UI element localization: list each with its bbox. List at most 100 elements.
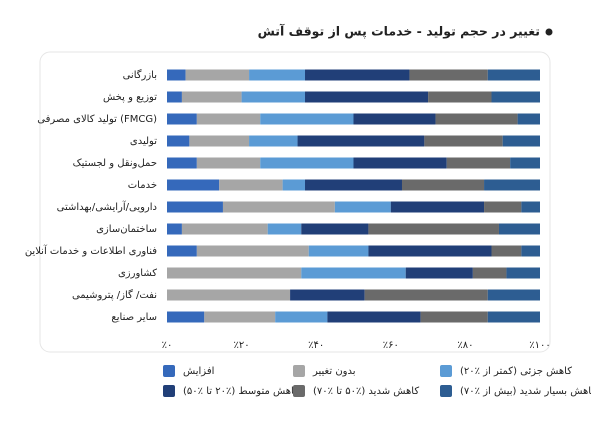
bar-segment	[502, 135, 540, 147]
bar-segment	[196, 245, 309, 257]
y-tick-label: سایر صنایع	[111, 312, 157, 323]
bar-segment	[189, 135, 250, 147]
bar-segment	[472, 267, 507, 279]
x-tick-label: ٪۱۰۰	[529, 340, 550, 351]
bar-segment	[428, 91, 492, 103]
bar-segment	[368, 223, 499, 235]
y-tick-label: کشاورزی	[118, 268, 157, 279]
title-bullet	[545, 28, 553, 36]
y-tick-label: توزیع و پخش	[103, 92, 157, 103]
bar-segment	[487, 311, 540, 323]
y-tick-label: نفت/ گاز/ پتروشیمی	[72, 289, 157, 301]
bar-segment	[167, 201, 223, 213]
legend-swatch	[293, 385, 305, 397]
bar-segment	[506, 267, 540, 279]
bar-segment	[484, 201, 522, 213]
bar-segment	[185, 69, 250, 81]
legend-label: کاهش جزئی (کمتر از ٪۲۰)	[460, 366, 572, 377]
y-tick-label: دارویی/آرایشی/بهداشتی	[57, 200, 157, 213]
bar-segment	[401, 179, 485, 191]
bar-segment	[167, 91, 182, 103]
legend-swatch	[163, 365, 175, 377]
legend-swatch	[293, 365, 305, 377]
bar-segment	[420, 311, 488, 323]
bar-segment	[364, 289, 488, 301]
y-tick-label: بازرگانی	[123, 69, 157, 81]
bar-segment	[305, 69, 410, 81]
bar-segment	[334, 201, 391, 213]
legend-label: بدون تغییر	[312, 366, 356, 377]
bar-segment	[167, 245, 197, 257]
bar-segment	[484, 179, 540, 191]
bar-segment	[491, 245, 522, 257]
legend-swatch	[440, 385, 452, 397]
bar-segment	[219, 179, 283, 191]
bar-segment	[446, 157, 511, 169]
bar-segment	[167, 311, 205, 323]
bar-segment	[282, 179, 306, 191]
bar-segment	[167, 69, 186, 81]
bar-segment	[167, 223, 182, 235]
y-tick-label: تولید کالای مصرفی (FMCG)	[37, 114, 157, 125]
legend-label: کاهش شدید (٪۵۰ تا ٪۷۰)	[313, 386, 419, 397]
y-tick-label: حمل‌ونقل و لجستیک	[73, 158, 157, 169]
x-tick-label: ٪۶۰	[383, 340, 399, 351]
x-tick-label: ٪۸۰	[457, 340, 473, 351]
bar-segment	[517, 113, 540, 125]
bar-segment	[327, 311, 421, 323]
bar-segment	[249, 135, 298, 147]
bar-segment	[181, 91, 242, 103]
bar-segment	[290, 289, 365, 301]
bar-segment	[167, 113, 197, 125]
bar-segment	[167, 267, 302, 279]
bar-segment	[196, 113, 261, 125]
bar-segment	[167, 135, 190, 147]
legend-label: کاهش بسیار شدید (بیش از ٪۷۰)	[460, 386, 591, 397]
y-tick-label: فناوری اطلاعات و خدمات آنلاین	[25, 244, 157, 257]
bar-segment	[353, 157, 447, 169]
bar-segment	[409, 69, 488, 81]
bar-segment	[368, 245, 492, 257]
bar-segment	[301, 223, 369, 235]
bar-segment	[487, 69, 540, 81]
plot-frame	[39, 51, 551, 353]
bar-segment	[305, 91, 429, 103]
legend-swatch	[440, 365, 452, 377]
x-tick-label: ٪۴۰	[308, 340, 324, 351]
bar-segment	[521, 245, 540, 257]
y-tick-label: خدمات	[128, 180, 157, 191]
bar-segment	[301, 267, 406, 279]
y-tick-label: ساختمان‌سازی	[96, 224, 157, 235]
bar-segment	[510, 157, 540, 169]
bar-segment	[487, 289, 540, 301]
bar-segment	[405, 267, 473, 279]
bar-segment	[181, 223, 268, 235]
bar-segment	[249, 69, 306, 81]
bar-segment	[390, 201, 485, 213]
bar-segment	[204, 311, 276, 323]
bar-segment	[435, 113, 518, 125]
bar-segment	[167, 179, 220, 191]
bar-segment	[167, 289, 291, 301]
bar-segment	[305, 179, 402, 191]
x-tick-label: ٪۲۰	[234, 340, 250, 351]
bar-segment	[498, 223, 540, 235]
bar-segment	[491, 91, 540, 103]
bar-segment	[260, 113, 354, 125]
bar-segment	[275, 311, 328, 323]
bar-segment	[167, 157, 197, 169]
bar-segment	[521, 201, 540, 213]
x-tick-label: ٪۰	[162, 340, 173, 351]
bar-segment	[353, 113, 436, 125]
bar-segment	[267, 223, 302, 235]
bar-segment	[260, 157, 354, 169]
bar-segment	[424, 135, 503, 147]
bar-segment	[222, 201, 335, 213]
bar-segment	[308, 245, 369, 257]
legend-label: کاهش متوسط (٪۲۰ تا ٪۵۰)	[183, 386, 299, 397]
bar-segment	[241, 91, 306, 103]
chart-title: تغییر در حجم تولید - خدمات پس از توقف آت…	[258, 24, 540, 39]
bar-segment	[297, 135, 425, 147]
y-tick-label: تولیدی	[130, 136, 157, 147]
